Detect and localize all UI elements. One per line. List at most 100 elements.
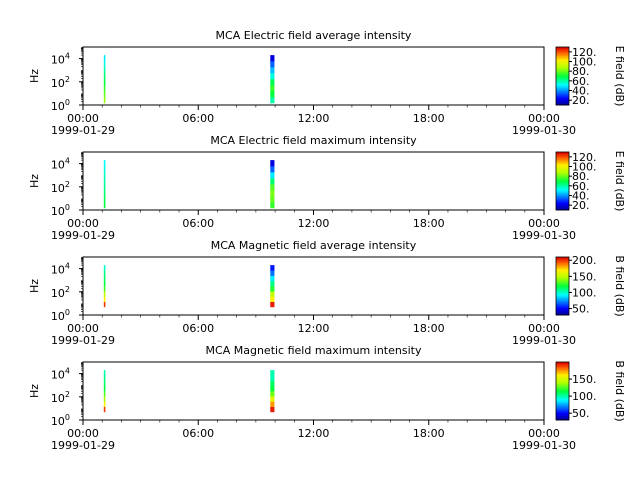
spectrogram-cell-1-8 (103, 55, 106, 62)
colorbar-band (556, 181, 569, 183)
colorbar-band (556, 300, 569, 303)
colorbar-band (556, 375, 569, 377)
colorbar-band (556, 152, 569, 154)
colorbar-band (556, 307, 569, 310)
y-axis-label: Hz (28, 384, 41, 398)
spectrogram-cell-1-6 (103, 275, 106, 282)
colorbar-band (556, 406, 569, 409)
colorbar-band (556, 281, 569, 284)
colorbar-band (556, 373, 569, 376)
colorbar-band (556, 99, 569, 102)
y-tick-label: 100 (51, 98, 70, 113)
spectrogram-cell-1-5 (103, 385, 106, 392)
colorbar-band (556, 408, 569, 411)
colorbar-tick-label: 20. (572, 199, 590, 212)
colorbar-band (556, 170, 569, 173)
colorbar-band (556, 293, 569, 296)
colorbar-band (556, 183, 569, 186)
plot-frame (82, 46, 545, 106)
spectrogram-cell-1-7 (103, 61, 106, 68)
panel-title: MCA Electric field average intensity (216, 29, 412, 42)
spectrogram-cell-2-8 (270, 265, 275, 271)
colorbar-tick-label: 20. (572, 94, 590, 107)
spectrogram-cell-2-6 (270, 172, 275, 179)
spectrogram-cell-1-8 (103, 265, 106, 271)
x-tick-time: 06:00 (182, 112, 214, 125)
y-tick-exponent: 0 (65, 98, 70, 107)
x-tick-date: 1999-01-29 (51, 439, 115, 452)
spectrogram-cell-1-1 (103, 301, 106, 308)
y-tick-base: 10 (51, 159, 65, 172)
spectrogram-cell-2-3 (270, 291, 275, 297)
spectrogram-cell-2-3 (270, 85, 275, 92)
colorbar-band (556, 392, 569, 395)
spectrogram-cell-1-3 (103, 291, 106, 297)
colorbar-band (556, 198, 569, 201)
x-tick-time: 18:00 (413, 427, 445, 440)
y-tick-label: 100 (51, 308, 70, 323)
colorbar-tick-label: 50. (572, 407, 590, 420)
colorbar-band (556, 186, 569, 189)
spectrogram-cell-1-6 (103, 67, 106, 74)
x-tick-time: 00:00 (67, 427, 99, 440)
colorbar-band (556, 288, 569, 291)
colorbar-band (556, 78, 569, 81)
y-tick-exponent: 4 (65, 52, 70, 61)
plot-frame (82, 256, 545, 316)
colorbar-tick-label: 60. (572, 180, 590, 193)
colorbar-tick-label: 40. (572, 190, 590, 203)
colorbar-tick-label: 150. (572, 373, 597, 386)
x-tick-date: 1999-01-30 (512, 334, 576, 347)
colorbar-band (556, 286, 569, 288)
y-axis-label: Hz (28, 279, 41, 293)
colorbar-band (556, 204, 569, 207)
colorbar-band (556, 382, 569, 385)
colorbar-band (556, 77, 569, 80)
colorbar-band (556, 54, 569, 57)
colorbar-tick-label: 120. (572, 151, 597, 164)
spectrogram-cell-1-7 (103, 270, 106, 276)
colorbar-band (556, 391, 569, 393)
spectrogram-cell-2-7 (270, 375, 275, 381)
colorbar-band (556, 90, 569, 93)
spectrogram-cell-2-3 (270, 190, 275, 197)
colorbar-band (556, 172, 569, 175)
colorbar-band (556, 194, 569, 196)
colorbar-band (556, 61, 569, 64)
spectrogram-cell-1-7 (103, 375, 106, 381)
colorbar: 20.40.60.80.100.120. E field (dB) (555, 151, 626, 212)
colorbar-band (556, 309, 569, 312)
spectrogram-cell-1-5 (103, 178, 106, 185)
colorbar-label: B field (dB) (613, 255, 626, 316)
colorbar-band (556, 304, 569, 307)
x-tick-time: 00:00 (67, 322, 99, 335)
spectrogram-cell-2-3 (270, 396, 275, 402)
colorbar-band (556, 87, 569, 90)
x-tick-time: 00:00 (67, 217, 99, 230)
x-tick-time: 06:00 (182, 217, 214, 230)
x-tick-date: 1999-01-29 (51, 229, 115, 242)
spectrogram-cell-2-5 (270, 280, 275, 287)
colorbar-tick-label: 60. (572, 75, 590, 88)
x-tick-time: 12:00 (298, 112, 330, 125)
colorbar-band (556, 202, 569, 205)
colorbar-band (556, 80, 569, 83)
y-tick-base: 10 (51, 415, 65, 428)
colorbar-band (556, 270, 569, 272)
colorbar-band (556, 58, 569, 61)
colorbar-band (556, 60, 569, 62)
colorbar-band (556, 175, 569, 178)
spectrogram-cell-1-7 (103, 166, 106, 173)
y-tick-label: 104 (51, 262, 70, 277)
colorbar-band (556, 64, 569, 67)
x-tick-time: 12:00 (298, 322, 330, 335)
y-tick-base: 10 (51, 264, 65, 277)
y-tick-base: 10 (51, 100, 65, 113)
colorbar-frame (555, 256, 570, 316)
y-tick-exponent: 0 (65, 308, 70, 317)
colorbar-tick-label: 100. (572, 56, 597, 69)
colorbar-band (556, 417, 569, 419)
colorbar-band (556, 71, 569, 74)
colorbar-band (556, 74, 569, 77)
colorbar-band (556, 415, 569, 418)
